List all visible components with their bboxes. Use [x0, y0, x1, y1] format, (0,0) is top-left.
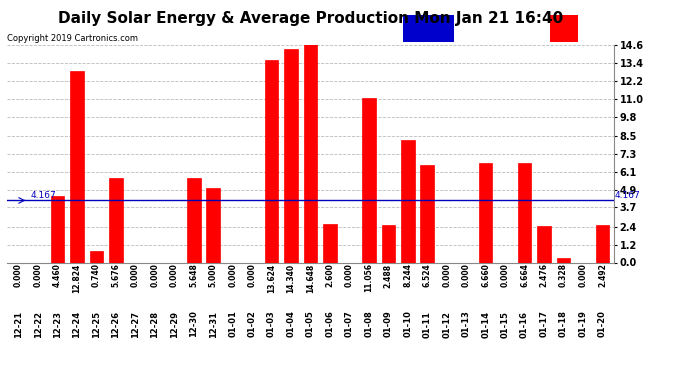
Text: 14.648: 14.648	[306, 263, 315, 292]
Text: 01-11: 01-11	[423, 310, 432, 338]
Text: 0.000: 0.000	[228, 263, 237, 287]
Bar	[479, 163, 493, 262]
Text: 12-24: 12-24	[72, 310, 81, 338]
FancyBboxPatch shape	[403, 15, 454, 42]
Text: 01-18: 01-18	[559, 310, 568, 338]
Text: 11.056: 11.056	[364, 263, 373, 292]
Text: 12-29: 12-29	[170, 310, 179, 338]
Bar	[90, 252, 104, 262]
Text: 12-23: 12-23	[53, 310, 62, 338]
Text: 5.676: 5.676	[111, 263, 120, 287]
Text: 01-13: 01-13	[462, 310, 471, 338]
Text: 01-07: 01-07	[345, 310, 354, 337]
Text: 0.000: 0.000	[462, 263, 471, 287]
Text: 12-30: 12-30	[189, 310, 198, 338]
Text: 01-06: 01-06	[326, 310, 335, 338]
Text: 01-01: 01-01	[228, 310, 237, 338]
Text: 0.000: 0.000	[248, 263, 257, 287]
Text: 0.000: 0.000	[442, 263, 451, 287]
Text: 01-12: 01-12	[442, 310, 451, 338]
Bar	[109, 178, 123, 262]
Bar	[265, 60, 278, 262]
Bar	[304, 44, 317, 262]
Bar	[382, 225, 395, 262]
Text: 01-09: 01-09	[384, 310, 393, 337]
Text: 0.740: 0.740	[92, 263, 101, 287]
Text: 01-03: 01-03	[267, 310, 276, 337]
Text: Average  (kWh): Average (kWh)	[460, 24, 538, 33]
Text: 2.488: 2.488	[384, 263, 393, 288]
Text: 12-31: 12-31	[208, 310, 217, 338]
Bar	[50, 196, 64, 262]
Text: 0.000: 0.000	[34, 263, 43, 287]
Text: 13.624: 13.624	[267, 263, 276, 292]
Text: 01-10: 01-10	[404, 310, 413, 338]
Text: 5.648: 5.648	[189, 263, 198, 287]
Bar	[187, 178, 201, 262]
Bar	[518, 163, 531, 262]
Text: 5.000: 5.000	[208, 263, 217, 287]
Text: 01-19: 01-19	[578, 310, 587, 338]
Text: 01-16: 01-16	[520, 310, 529, 338]
Text: Copyright 2019 Cartronics.com: Copyright 2019 Cartronics.com	[7, 34, 138, 43]
Text: 12-27: 12-27	[131, 310, 140, 338]
Text: 0.000: 0.000	[345, 263, 354, 287]
Text: 01-17: 01-17	[540, 310, 549, 338]
Text: 01-20: 01-20	[598, 310, 607, 338]
Text: 2.492: 2.492	[598, 263, 607, 287]
Text: 12-21: 12-21	[14, 310, 23, 338]
Text: 01-14: 01-14	[481, 310, 490, 338]
FancyBboxPatch shape	[550, 15, 578, 42]
Text: 12.824: 12.824	[72, 263, 81, 292]
Bar	[420, 165, 434, 262]
Text: 12-25: 12-25	[92, 310, 101, 338]
Text: 01-02: 01-02	[248, 310, 257, 338]
Text: 01-04: 01-04	[286, 310, 295, 338]
Bar	[595, 225, 609, 262]
Bar	[401, 140, 415, 262]
Bar	[538, 226, 551, 262]
Text: 0.000: 0.000	[501, 263, 510, 287]
Text: 01-08: 01-08	[364, 310, 373, 337]
Bar	[557, 258, 571, 262]
Text: 01-05: 01-05	[306, 310, 315, 338]
Text: 12-22: 12-22	[34, 310, 43, 338]
Text: 6.664: 6.664	[520, 263, 529, 287]
Text: Daily Solar Energy & Average Production Mon Jan 21 16:40: Daily Solar Energy & Average Production …	[58, 11, 563, 26]
Text: 01-15: 01-15	[501, 310, 510, 338]
Bar	[206, 188, 220, 262]
Text: 0.000: 0.000	[131, 263, 140, 287]
Text: 2.600: 2.600	[326, 263, 335, 287]
Bar	[323, 224, 337, 262]
Text: Daily  (kWh): Daily (kWh)	[584, 24, 647, 33]
Text: 12-28: 12-28	[150, 310, 159, 338]
Text: 12-26: 12-26	[111, 310, 120, 338]
Text: 2.476: 2.476	[540, 263, 549, 287]
Text: 8.244: 8.244	[404, 263, 413, 287]
Bar	[362, 98, 375, 262]
Text: 0.000: 0.000	[170, 263, 179, 287]
Text: 0.328: 0.328	[559, 263, 568, 287]
Text: 4.460: 4.460	[53, 263, 62, 287]
Text: 4.167: 4.167	[614, 191, 640, 200]
Text: 6.524: 6.524	[423, 263, 432, 287]
Text: 0.000: 0.000	[578, 263, 587, 287]
Text: 14.340: 14.340	[286, 263, 295, 292]
Bar	[70, 72, 83, 262]
Text: 0.000: 0.000	[14, 263, 23, 287]
Text: 6.660: 6.660	[481, 263, 490, 287]
Text: 0.000: 0.000	[150, 263, 159, 287]
Bar	[284, 49, 298, 262]
Text: 4.167: 4.167	[30, 191, 56, 200]
